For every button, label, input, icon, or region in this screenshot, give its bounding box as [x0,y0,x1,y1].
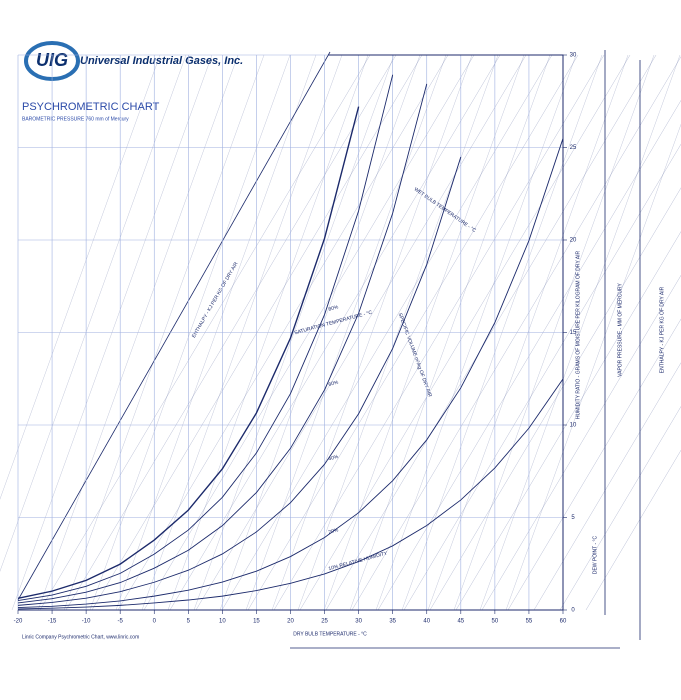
rh-curve [17,378,564,610]
annotation: DEW POINT - °C [592,535,598,574]
y-axis-label: HUMIDITY RATIO - GRAMS OF MOISTURE PER K… [575,250,581,419]
rh-curve [17,156,462,606]
x-tick-label: -5 [118,619,124,625]
x-tick-label: 60 [560,619,567,625]
x-tick-label: 30 [355,619,362,625]
y-tick-label: 0 [571,608,575,614]
rh-curve [17,106,360,600]
curve-label: 20% [328,527,340,536]
x-tick-label: 15 [253,619,260,625]
x-axis-label: DRY BULB TEMPERATURE - °C [293,631,367,637]
annotation: VAPOR PRESSURE - MM OF MERCURY [617,282,623,376]
curve-label: 10% RELATIVE HUMIDITY [328,550,389,572]
rh-curve [17,74,394,602]
x-tick-label: 55 [526,619,533,625]
x-tick-label: 45 [457,619,464,625]
y-tick-label: 30 [570,53,577,59]
subtitle: BAROMETRIC PRESSURE 760 mm of Mercury [22,116,129,122]
footer: Linric Company Psychrometric Chart, www.… [22,634,139,640]
annotation: WET BULB TEMPERATURE - °C [413,187,478,235]
y-tick-label: 10 [570,423,577,429]
y-tick-label: 25 [570,145,577,151]
x-tick-label: 20 [287,619,294,625]
company: Universal Industrial Gases, Inc. [80,55,243,67]
x-tick-label: 50 [492,619,499,625]
annotation: ENTHALPY - KJ PER KG OF DRY AIR [659,286,665,373]
wet-bulb-line [533,362,681,611]
enthalpy-scale [17,51,331,601]
wet-bulb-line [585,449,681,611]
curve-label: 60% [328,380,340,389]
curve-label: 80% [328,304,340,313]
y-tick-label: 15 [570,330,577,336]
rh-curve [17,83,428,604]
chart-title: PSYCHROMETRIC CHART [22,101,160,113]
x-tick-label: -10 [82,619,91,625]
x-tick-label: 0 [153,619,157,625]
x-tick-label: 35 [389,619,396,625]
x-tick-label: -20 [14,619,23,625]
plot-frame [18,54,564,611]
y-tick-label: 20 [570,238,577,244]
x-tick-label: 10 [219,619,226,625]
annotation: ENTHALPY - KJ PER KG OF DRY AIR [191,261,240,339]
y-tick-label: 5 [571,515,575,521]
x-tick-label: 5 [187,619,191,625]
curve-label: 40% [328,454,340,463]
x-tick-label: 40 [423,619,430,625]
rh-curve [17,138,564,609]
x-tick-label: -15 [48,619,57,625]
wet-bulb-line [559,406,681,611]
x-tick-label: 25 [321,619,328,625]
